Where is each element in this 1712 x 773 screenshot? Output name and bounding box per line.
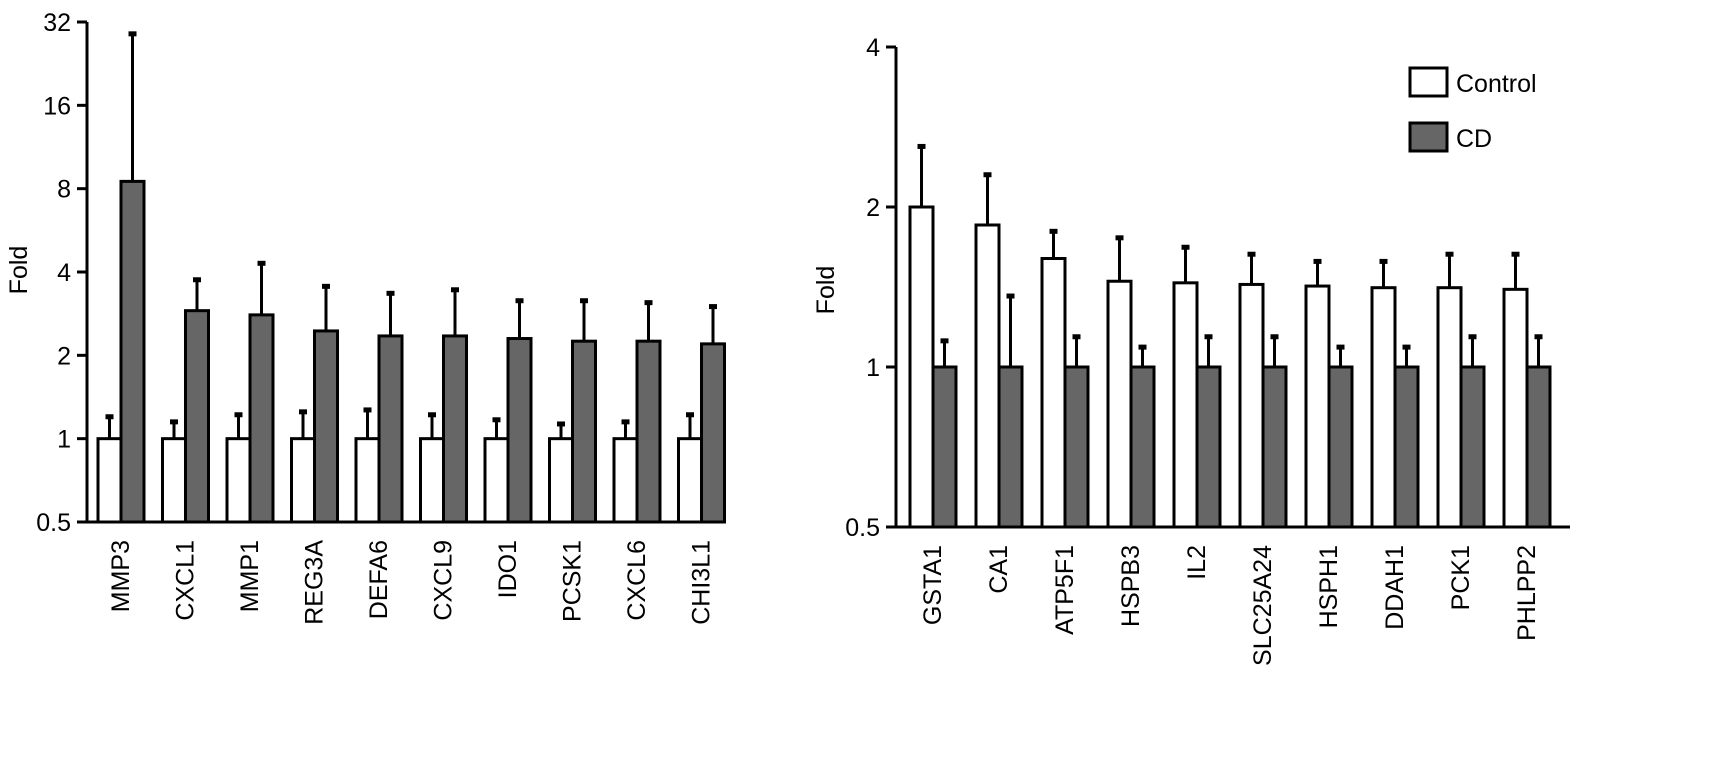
bar-cd-cxcl1 xyxy=(184,309,210,524)
bar-control-mmp1 xyxy=(225,437,252,524)
category-label-mmp1: MMP1 xyxy=(236,540,264,612)
legend: Control CD xyxy=(1408,66,1537,153)
bar-cd-defa6 xyxy=(377,334,404,524)
category-label-pcsk1: PCSK1 xyxy=(559,540,587,622)
y-tick-label-4: 4 xyxy=(866,34,880,62)
bar-control-pck1 xyxy=(1436,286,1463,529)
y-tick-label-4: 4 xyxy=(57,259,71,287)
bar-cd-ca1 xyxy=(997,365,1024,529)
bar-control-hsph1 xyxy=(1304,284,1331,529)
bar-control-ido1 xyxy=(483,437,510,524)
bar-cd-atp5f1 xyxy=(1063,365,1090,529)
category-label-phlpp2: PHLPP2 xyxy=(1513,545,1541,641)
category-label-ido1: IDO1 xyxy=(494,540,522,598)
bar-cd-il2 xyxy=(1195,365,1222,529)
category-label-reg3a: REG3A xyxy=(301,540,329,625)
bar-cd-pcsk1 xyxy=(571,339,597,524)
bar-control-ca1 xyxy=(974,223,1001,529)
bar-control-cxcl1 xyxy=(161,437,187,524)
legend-swatch-control xyxy=(1408,66,1449,98)
y-tick-label-1: 1 xyxy=(57,426,71,454)
category-label-cxcl1: CXCL1 xyxy=(172,540,200,621)
bar-control-phlpp2 xyxy=(1502,287,1529,529)
y-tick-label-8: 8 xyxy=(57,176,71,204)
bar-cd-mmp3 xyxy=(119,179,146,524)
y-axis-title: Fold xyxy=(5,246,33,295)
category-label-ca1: CA1 xyxy=(985,545,1013,594)
category-label-pck1: PCK1 xyxy=(1447,545,1475,610)
y-tick-label-32: 32 xyxy=(43,9,71,37)
bar-control-reg3a xyxy=(290,437,316,524)
bar-control-gsta1 xyxy=(908,205,935,529)
bar-cd-gsta1 xyxy=(931,365,958,529)
bar-cd-ddah1 xyxy=(1393,365,1420,529)
bar-cd-mmp1 xyxy=(248,313,275,524)
category-label-il2: IL2 xyxy=(1183,545,1211,580)
y-tick-label-2: 2 xyxy=(866,194,880,222)
y-tick-label-1: 1 xyxy=(866,354,880,382)
chart-panel-2: GSTA1 CA1 ATP5F1 HSPB3 IL2 SLC25A24 HSPH1 DDAH1… xyxy=(812,34,1570,666)
bar-cd-cxcl9 xyxy=(442,334,468,524)
category-label-chi3l1: CHI3L1 xyxy=(688,540,716,625)
category-label-mmp3: MMP3 xyxy=(107,540,135,612)
bar-cd-hspb3 xyxy=(1129,365,1156,529)
bar-cd-cxcl6 xyxy=(635,339,662,524)
category-label-slc25a24: SLC25A24 xyxy=(1249,545,1277,666)
bar-control-pcsk1 xyxy=(548,437,574,524)
bar-control-ddah1 xyxy=(1370,286,1397,529)
bar-control-atp5f1 xyxy=(1040,257,1067,529)
bar-cd-reg3a xyxy=(313,329,339,524)
bar-cd-phlpp2 xyxy=(1525,365,1552,529)
y-axis-title: Fold xyxy=(812,266,840,315)
chart-panel-1: MMP3 CXCL1 MMP1 REG3A DEFA6 CXCL9 IDO1 PCSK1 CXC… xyxy=(5,9,726,625)
bar-cd-slc25a24 xyxy=(1261,365,1288,529)
bar-control-il2 xyxy=(1172,281,1199,529)
bar-cd-chi3l1 xyxy=(700,342,726,524)
y-tick-label-2: 2 xyxy=(57,342,71,370)
category-label-hspb3: HSPB3 xyxy=(1117,545,1145,627)
category-label-cxcl6: CXCL6 xyxy=(623,540,651,621)
bar-control-hspb3 xyxy=(1106,279,1133,529)
bar-cd-hsph1 xyxy=(1327,365,1354,529)
y-tick-label-0.5: 0.5 xyxy=(845,514,880,542)
y-tick-label-16: 16 xyxy=(43,92,71,120)
bar-control-mmp3 xyxy=(96,437,123,524)
category-label-gsta1: GSTA1 xyxy=(919,545,947,625)
category-label-defa6: DEFA6 xyxy=(365,540,393,619)
bar-control-defa6 xyxy=(354,437,381,524)
legend-swatch-cd xyxy=(1408,121,1449,153)
bar-control-cxcl6 xyxy=(612,437,639,524)
category-label-atp5f1: ATP5F1 xyxy=(1051,545,1079,635)
category-label-ddah1: DDAH1 xyxy=(1381,545,1409,630)
legend-label-cd: CD xyxy=(1456,125,1492,153)
bar-control-cxcl9 xyxy=(419,437,445,524)
legend-label-control: Control xyxy=(1456,70,1537,98)
category-label-hsph1: HSPH1 xyxy=(1315,545,1343,628)
bar-cd-ido1 xyxy=(506,337,533,524)
bar-control-chi3l1 xyxy=(677,437,703,524)
bar-control-slc25a24 xyxy=(1238,282,1265,529)
category-label-cxcl9: CXCL9 xyxy=(430,540,458,621)
y-tick-label-0.5: 0.5 xyxy=(36,509,71,537)
bar-cd-pck1 xyxy=(1459,365,1486,529)
